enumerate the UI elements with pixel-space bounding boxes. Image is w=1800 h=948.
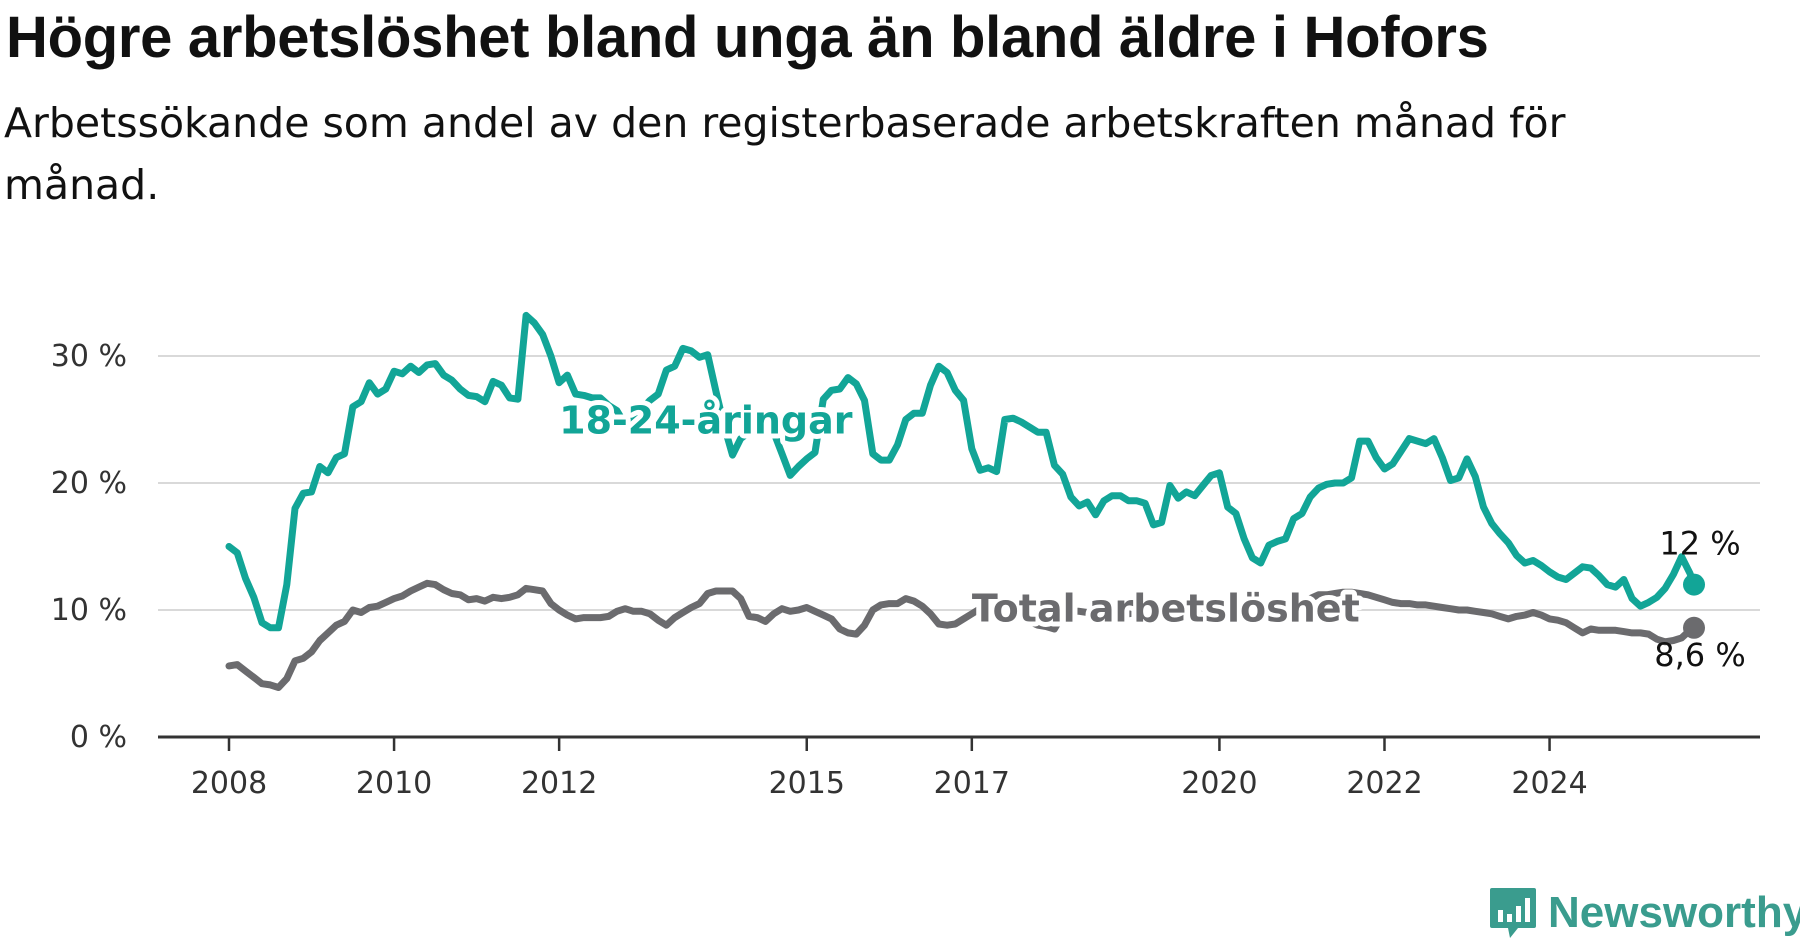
series-line (225, 311, 1698, 632)
x-tick-label: 2020 (1181, 766, 1257, 801)
grid-lines (158, 355, 1760, 611)
series-end-point (1683, 573, 1705, 596)
bar-chart-speech-bubble-icon (1490, 888, 1536, 938)
chart-subtitle: Arbetssökande som andel av den registerb… (4, 99, 1566, 209)
series-name-label: 18-24-åringar (559, 398, 853, 442)
series-name-label: Total arbetslöshet (972, 586, 1360, 630)
x-axis: 2008 2010 2012 2015 2017 2020 2022 2024 (158, 735, 1760, 801)
x-tick-label: 2008 (191, 766, 267, 801)
y-tick-label: 10 % (51, 593, 127, 628)
x-tick-label: 2015 (769, 766, 845, 801)
series-lines (225, 311, 1705, 691)
x-tick-label: 2017 (934, 766, 1010, 801)
series-end-label: 8,6 % (1654, 636, 1745, 674)
series-end-label: 12 % (1659, 525, 1740, 563)
y-axis-ticks: 0 % 10 % 20 % 30 % (51, 339, 127, 755)
y-tick-label: 30 % (51, 339, 127, 374)
y-tick-label: 20 % (51, 466, 127, 501)
brand-name: Newsworthy (1548, 888, 1800, 937)
series-labels: 12 % 18-24-åringar 8,6 % Total arbetslöshet (554, 393, 1746, 674)
x-tick-label: 2012 (521, 766, 597, 801)
x-tick-label: 2010 (356, 766, 432, 801)
x-tick-label: 2022 (1346, 766, 1422, 801)
chart-title: Högre arbetslöshet bland unga än bland ä… (6, 5, 1489, 70)
x-tick-label: 2024 (1511, 766, 1587, 801)
series-line (225, 579, 1698, 691)
newsworthy-logo: Newsworthy (1488, 886, 1800, 940)
series-end-point (1683, 616, 1705, 639)
y-tick-label: 0 % (70, 720, 127, 755)
